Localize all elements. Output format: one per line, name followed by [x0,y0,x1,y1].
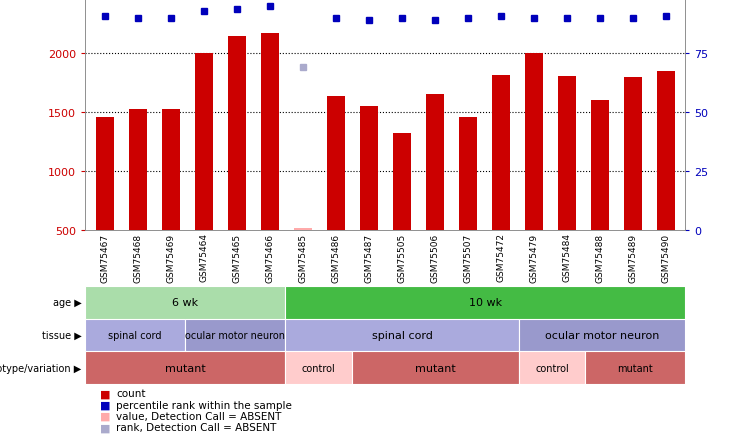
Text: GSM75505: GSM75505 [397,233,406,282]
Text: GSM75468: GSM75468 [133,233,142,282]
Text: 6 wk: 6 wk [172,298,199,308]
Text: GSM75506: GSM75506 [431,233,439,282]
Bar [293,229,312,230]
Bar [285,319,519,352]
Text: ■: ■ [100,388,110,398]
Text: GSM75487: GSM75487 [365,233,373,282]
Bar [459,118,477,230]
Text: GSM75479: GSM75479 [529,233,538,282]
Text: GSM75484: GSM75484 [562,233,571,282]
Bar [129,109,147,230]
Text: ocular motor neuron: ocular motor neuron [185,330,285,340]
Bar [261,34,279,230]
Bar [96,118,114,230]
Text: spinal cord: spinal cord [371,330,433,340]
Text: mutant: mutant [617,363,654,373]
Bar [393,134,411,230]
Text: ■: ■ [100,411,110,421]
Text: GSM75486: GSM75486 [331,233,340,282]
Bar [657,72,675,230]
Text: age ▶: age ▶ [53,298,82,308]
Text: GSM75465: GSM75465 [233,233,242,282]
Text: value, Detection Call = ABSENT: value, Detection Call = ABSENT [116,411,282,421]
Bar [519,352,585,384]
Bar [85,319,185,352]
Bar [162,109,180,230]
Bar [185,319,285,352]
Bar [519,319,685,352]
Text: GSM75507: GSM75507 [463,233,472,282]
Bar [327,96,345,230]
Text: GSM75472: GSM75472 [496,233,505,282]
Bar [426,95,444,230]
Text: GSM75466: GSM75466 [265,233,274,282]
Text: GSM75489: GSM75489 [628,233,637,282]
Text: ■: ■ [100,422,110,432]
Bar [360,107,378,230]
Bar [285,286,685,319]
Text: genotype/variation ▶: genotype/variation ▶ [0,363,82,373]
Text: ■: ■ [100,400,110,410]
Text: spinal cord: spinal cord [108,330,162,340]
Text: GSM75469: GSM75469 [167,233,176,282]
Text: count: count [116,388,146,398]
Text: GSM75464: GSM75464 [199,233,208,282]
Text: mutant: mutant [165,363,205,373]
Bar [195,54,213,230]
Text: control: control [302,363,336,373]
Bar [624,78,642,230]
Bar [85,352,285,384]
Text: GSM75467: GSM75467 [101,233,110,282]
Bar [352,352,519,384]
Bar [591,101,609,230]
Text: GSM75490: GSM75490 [661,233,670,282]
Text: control: control [535,363,569,373]
Bar [558,76,576,230]
Bar [525,54,543,230]
Text: GSM75488: GSM75488 [595,233,604,282]
Bar [85,286,285,319]
Text: 10 wk: 10 wk [469,298,502,308]
Text: percentile rank within the sample: percentile rank within the sample [116,400,292,410]
Text: tissue ▶: tissue ▶ [41,330,82,340]
Text: ocular motor neuron: ocular motor neuron [545,330,659,340]
Bar [285,352,352,384]
Text: rank, Detection Call = ABSENT: rank, Detection Call = ABSENT [116,422,276,432]
Bar [492,76,510,230]
Text: GSM75485: GSM75485 [299,233,308,282]
Bar [585,352,685,384]
Text: mutant: mutant [415,363,456,373]
Bar [227,36,246,230]
